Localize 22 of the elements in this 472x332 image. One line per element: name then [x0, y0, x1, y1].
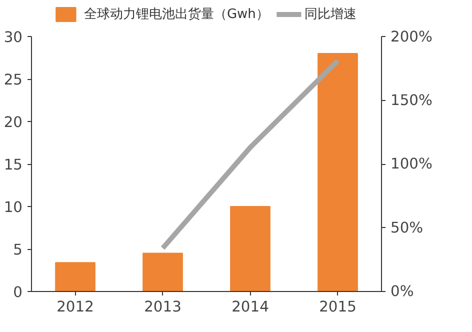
y2-tick-label: 100%	[390, 156, 432, 172]
bar	[55, 262, 96, 292]
y2-tick-label: 50%	[390, 219, 424, 236]
y2-tick-label: 0%	[390, 283, 414, 300]
bar	[142, 252, 183, 292]
y-tick-label: 25	[4, 72, 23, 88]
x-tick-label: 2013	[144, 298, 182, 316]
y-tick-label: 10	[4, 199, 23, 216]
y-tick-label: 5	[13, 242, 23, 258]
y-tick-label: 15	[4, 156, 23, 174]
bar	[230, 206, 270, 292]
x-tick-label: 2014	[232, 298, 269, 316]
y2-tick-label: 200%	[390, 28, 432, 46]
y-tick-label: 30	[4, 29, 23, 46]
bar	[318, 53, 358, 292]
x-tick-label: 2012	[56, 298, 94, 316]
legend-label: 同比增速	[304, 7, 357, 22]
y2-tick-label: 150%	[390, 92, 432, 109]
y-tick-label: 0	[13, 284, 23, 301]
legend-label: 全球动力锂电池出货量（Gwh）	[84, 7, 269, 22]
y-tick-label: 20	[4, 114, 23, 131]
x-tick-label: 2015	[319, 298, 356, 316]
